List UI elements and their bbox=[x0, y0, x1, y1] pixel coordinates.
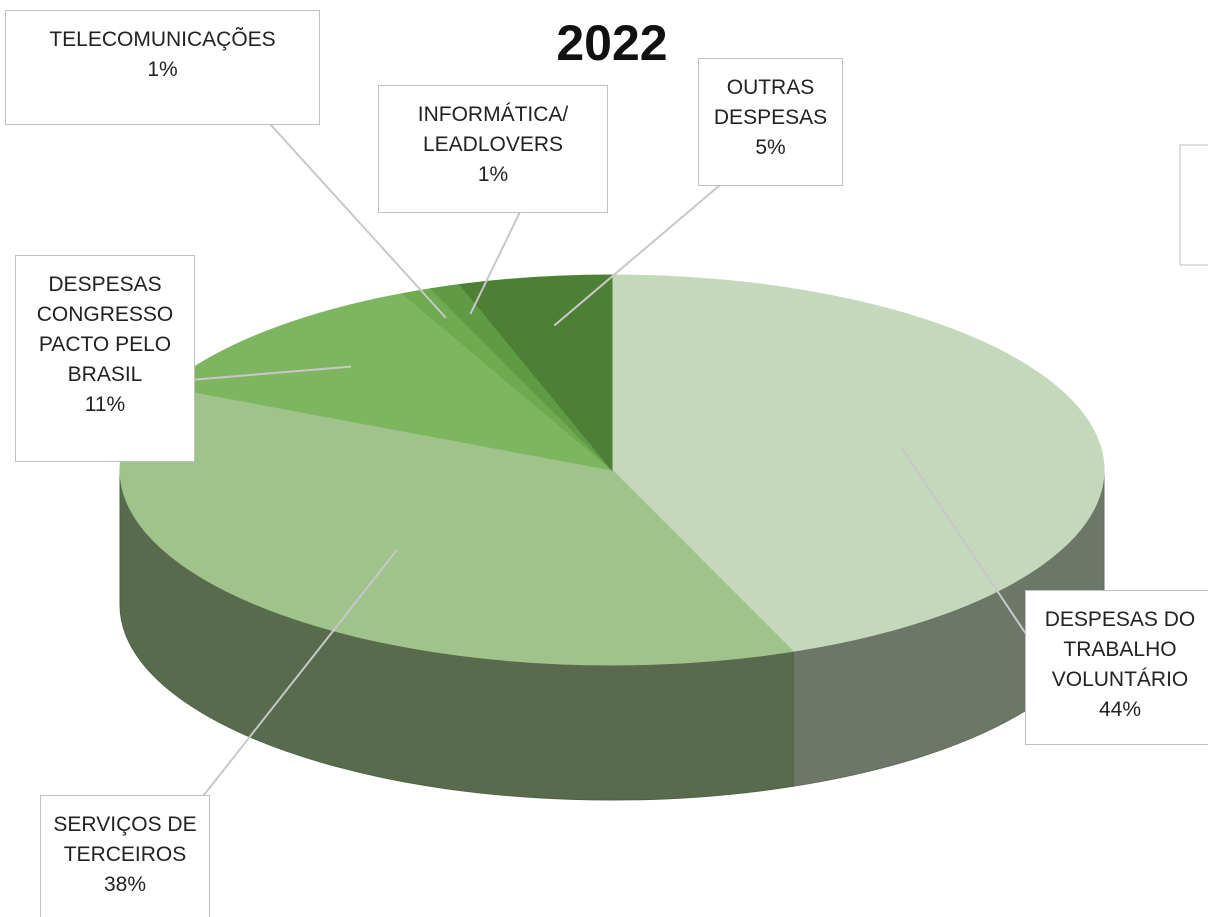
legend-box bbox=[1179, 144, 1208, 266]
leader-line bbox=[269, 123, 447, 319]
category: SERVIÇOS DE TERCEIROS bbox=[53, 813, 197, 866]
value-label: 11% bbox=[84, 393, 126, 416]
data-label: DESPESAS CONGRESSO PACTO PELO BRASIL 11% bbox=[15, 255, 195, 462]
leader-line bbox=[199, 549, 398, 801]
value-label: 44% bbox=[1098, 698, 1142, 721]
pie-slice bbox=[459, 274, 613, 472]
data-label: DESPESAS DO TRABALHO VOLUNTÁRIO 44% bbox=[1025, 590, 1208, 745]
leader-line bbox=[189, 365, 352, 381]
leader-line bbox=[469, 211, 521, 315]
category: INFORMÁTICA/ LEADLOVERS bbox=[417, 103, 569, 156]
pie-slice bbox=[611, 274, 1105, 652]
category: OUTRAS DESPESAS bbox=[713, 76, 828, 129]
data-label: INFORMÁTICA/ LEADLOVERS 1% bbox=[378, 85, 608, 213]
leader-line bbox=[553, 184, 721, 327]
chart-title: 2022 bbox=[556, 15, 668, 71]
category: DESPESAS DO TRABALHO VOLUNTÁRIO bbox=[1044, 608, 1196, 691]
data-label: SERVIÇOS DE TERCEIROS 38% bbox=[40, 795, 210, 917]
value-label: 5% bbox=[755, 136, 786, 159]
value-label: 38% bbox=[103, 873, 147, 896]
category: DESPESAS CONGRESSO PACTO PELO BRASIL bbox=[36, 273, 174, 386]
value-label: 1% bbox=[147, 58, 178, 81]
data-label: TELECOMUNICAÇÕES 1% bbox=[5, 10, 320, 125]
leader-line bbox=[901, 447, 1031, 641]
value-label: 1% bbox=[477, 163, 509, 186]
data-label: OUTRAS DESPESAS 5% bbox=[698, 58, 843, 186]
category: TELECOMUNICAÇÕES bbox=[49, 28, 276, 51]
